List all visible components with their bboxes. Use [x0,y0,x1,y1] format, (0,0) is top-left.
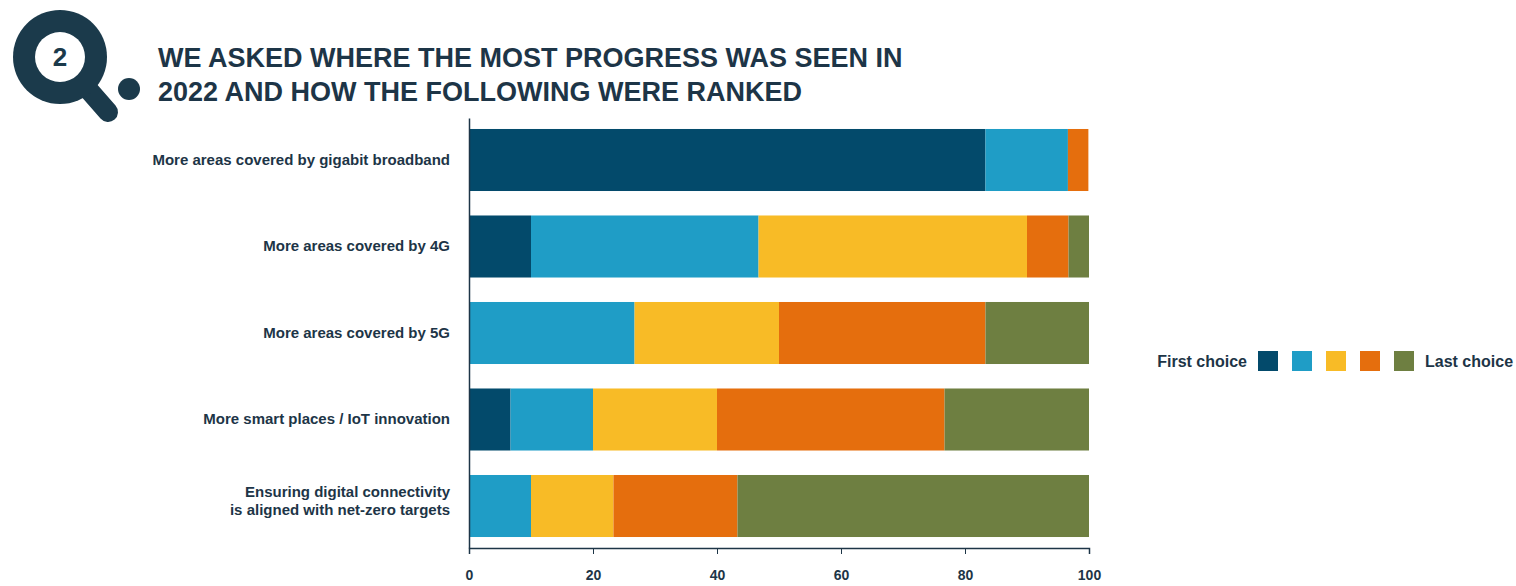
bar [779,302,985,364]
bar [469,129,985,191]
category-label: More areas covered by 5G [263,324,450,341]
bar [511,388,593,450]
y-tick: More areas covered by 5G [263,324,450,341]
legend-swatch [1326,351,1346,371]
x-tick-label: 20 [586,567,602,583]
legend: First choice Last choice [1157,351,1513,371]
x-tick-mark [469,548,470,554]
category-label: More smart places / IoT innovation [203,410,450,427]
x-tick-mark [1089,548,1090,554]
x-tick-label: 80 [958,567,974,583]
legend-swatch [1394,351,1414,371]
x-axis-line [470,549,1090,555]
legend-swatch [1258,351,1278,371]
x-tick-mark [717,548,718,554]
y-tick: Ensuring digital connectivityis aligned … [230,483,451,519]
x-tick-mark [841,548,842,554]
legend-label: Last choice [1425,353,1513,370]
bar [985,302,1089,364]
bar [737,475,1089,537]
y-tick: More areas covered by 4G [263,237,450,254]
bar [469,388,511,450]
bar [469,215,531,277]
bar [759,215,1027,277]
y-axis: More areas covered by gigabit broadband M… [152,119,469,549]
legend-label: First choice [1157,353,1247,370]
question-number: 2 [53,42,67,72]
bar [1027,215,1069,277]
x-tick-label: 60 [834,567,850,583]
bar [1088,129,1089,191]
title: WE ASKED WHERE THE MOST PROGRESS WAS SEE… [158,43,903,107]
y-axis-line [469,119,471,549]
x-tick: 40 [710,548,726,583]
x-tick-mark [593,548,594,554]
bar [945,388,1089,450]
chart: 2 WE ASKED WHERE THE MOST PROGRESS WAS SE… [0,0,1516,586]
x-tick: 20 [586,548,602,583]
question-icon: 2 [13,10,140,112]
x-tick-label: 100 [1078,567,1102,583]
bar [717,388,945,450]
icon-dot [118,78,140,100]
bar [531,215,759,277]
x-tick-mark [965,548,966,554]
category-label: More areas covered by 4G [263,237,450,254]
bar [531,475,613,537]
x-tick: 0 [466,548,474,583]
bars [469,129,1089,537]
y-tick: More areas covered by gigabit broadband [152,151,450,168]
icon-ring [13,10,107,104]
bar [1069,215,1089,277]
x-axis: 0 20 40 60 80 100 [466,548,1102,583]
x-tick: 60 [834,548,850,583]
y-tick: More smart places / IoT innovation [203,410,450,427]
bar [469,302,635,364]
x-tick: 80 [958,548,974,583]
bar [613,475,737,537]
bar [469,475,531,537]
bar [593,388,717,450]
legend-swatch [1360,351,1380,371]
legend-swatch [1292,351,1312,371]
bar [1068,129,1088,191]
x-tick-label: 0 [466,567,474,583]
bar [635,302,779,364]
category-label: More areas covered by gigabit broadband [152,151,450,168]
icon-inner [35,32,85,82]
bar [985,129,1067,191]
category-label: Ensuring digital connectivityis aligned … [230,483,451,519]
x-tick-label: 40 [710,567,726,583]
x-tick: 100 [1078,548,1102,583]
